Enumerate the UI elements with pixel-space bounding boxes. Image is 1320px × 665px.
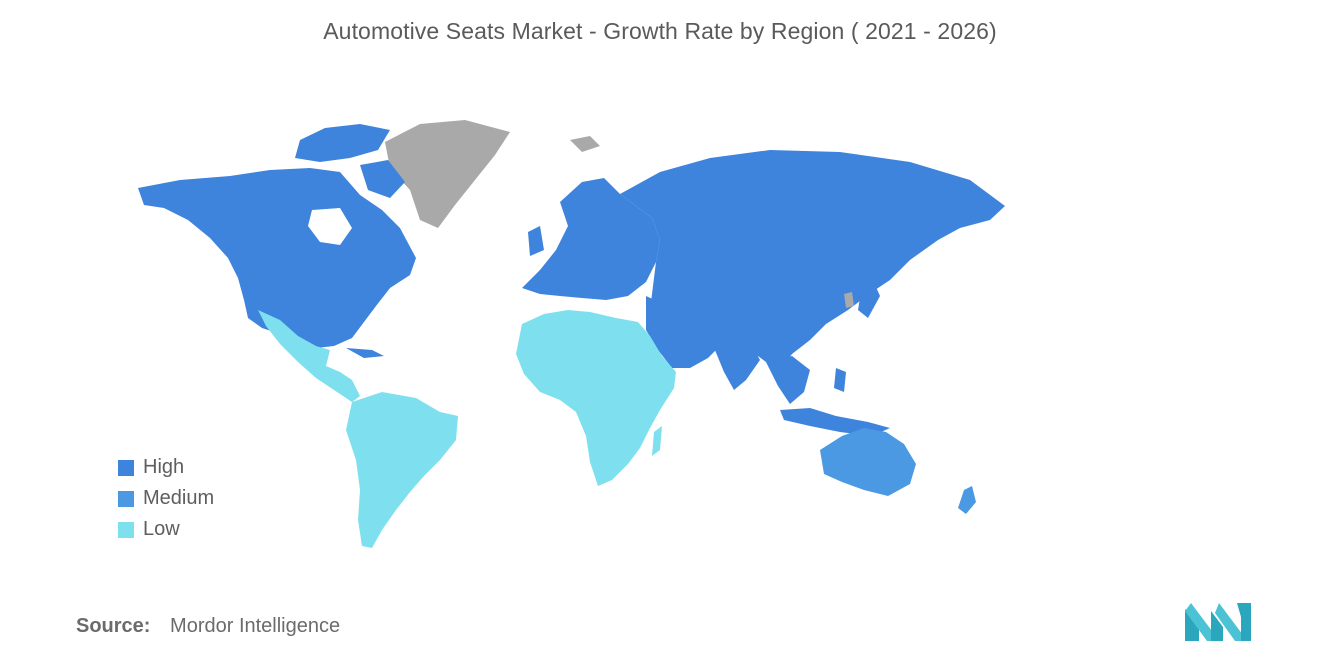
greenland	[385, 120, 510, 228]
europe	[522, 178, 660, 300]
legend-label-high: High	[143, 456, 185, 478]
mordor-intelligence-logo	[1185, 603, 1251, 641]
india	[710, 338, 760, 390]
source-value: Mordor Intelligence	[170, 615, 341, 637]
chart-title: Automotive Seats Market - Growth Rate by…	[323, 18, 997, 44]
madagascar	[652, 426, 662, 456]
legend: High Medium Low	[118, 452, 214, 545]
south-america	[346, 392, 458, 548]
legend-item-high: High	[118, 452, 214, 483]
legend-item-medium: Medium	[118, 483, 214, 514]
mexico	[258, 310, 360, 402]
japan	[858, 278, 880, 318]
new-zealand	[958, 486, 976, 514]
source-line: Source: Mordor Intelligence	[76, 615, 340, 638]
baffin-island	[360, 160, 405, 198]
legend-item-low: Low	[118, 514, 214, 545]
legend-swatch-high	[118, 459, 134, 476]
legend-label-medium: Medium	[143, 487, 215, 509]
north-korea	[844, 292, 854, 308]
southeast-asia	[766, 356, 810, 404]
north-america	[138, 168, 416, 348]
iceland	[570, 136, 600, 152]
world-map	[138, 120, 1005, 548]
hudson-bay	[308, 208, 352, 245]
legend-swatch-low	[118, 521, 134, 538]
legend-swatch-medium	[118, 490, 134, 507]
source-label: Source:	[76, 615, 151, 637]
africa	[516, 310, 676, 486]
legend-label-low: Low	[143, 518, 180, 540]
arctic-islands	[295, 124, 390, 162]
russia-asia	[620, 150, 1005, 370]
middle-east	[646, 296, 720, 368]
united-kingdom	[528, 226, 544, 256]
caribbean	[346, 348, 384, 358]
philippines	[834, 368, 846, 392]
australia	[820, 428, 916, 496]
